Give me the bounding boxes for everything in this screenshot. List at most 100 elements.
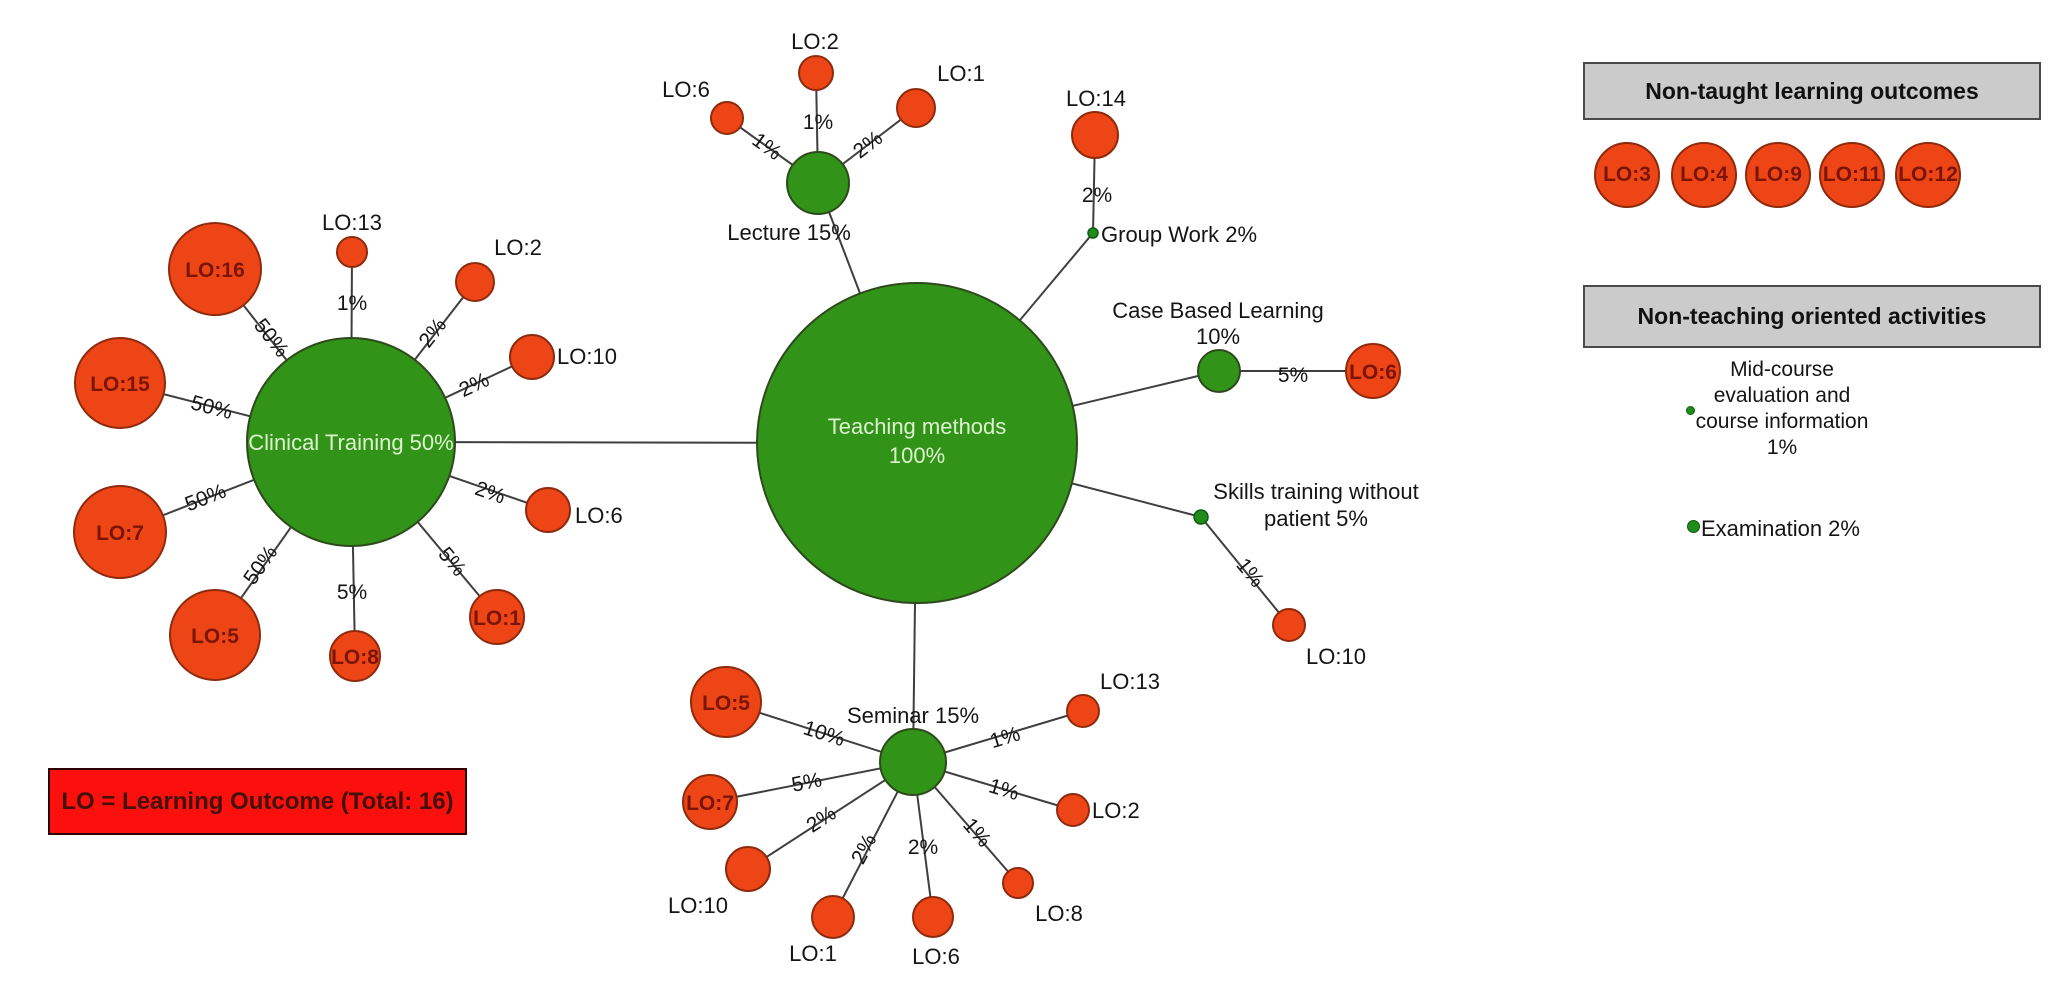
node-lo8c: [329, 630, 381, 682]
label-lo6cb: LO:6: [1349, 361, 1397, 384]
node-lo5s: [690, 666, 762, 738]
edge-label-skills-lo10sk: 1%: [1232, 554, 1269, 592]
label-lo6s: LO:6: [912, 944, 960, 969]
label-lo5c: LO:5: [191, 625, 239, 648]
node-lo6cb: [1345, 343, 1401, 399]
label-teaching: Teaching methods 100%: [828, 414, 1007, 468]
label-lo5s: LO:5: [702, 692, 750, 715]
node-cbl: [1197, 349, 1241, 393]
non-taught-circle-lo9: LO:9: [1745, 142, 1811, 208]
label-lo6c: LO:6: [575, 503, 623, 528]
label-cbl: Case Based Learning 10%: [1112, 298, 1324, 349]
node-lo6c: [525, 487, 571, 533]
non-taught-circle-lo11: LO:11: [1819, 142, 1885, 208]
mid-course-dot-icon: [1686, 406, 1695, 415]
mid-course-line-3: course information: [1695, 410, 1869, 433]
node-clinical: [246, 337, 456, 547]
edge-seminar-lo7s: [709, 761, 914, 803]
node-lo2l: [798, 55, 834, 91]
label-lo1s: LO:1: [789, 941, 837, 966]
label-lo7c: LO:7: [96, 522, 144, 545]
node-lo1l: [896, 88, 936, 128]
label-lo13s: LO:13: [1100, 669, 1160, 694]
node-lo7c: [73, 485, 167, 579]
mid-course-line-4: 1%: [1766, 436, 1798, 459]
panel-non-taught-title: Non-taught learning outcomes: [1645, 78, 1979, 104]
examination-dot-icon: [1687, 520, 1700, 533]
edge-label-groupwork-lo14: 2%: [1082, 184, 1112, 207]
edge-label-cbl-lo6cb: 5%: [1278, 364, 1308, 387]
edge-label-lecture-lo2l: 1%: [803, 111, 833, 134]
label-lo2c: LO:2: [494, 235, 542, 260]
label-lo1l: LO:1: [937, 61, 985, 86]
label-lo10sk: LO:10: [1306, 644, 1366, 669]
mid-course-line-2: evaluation and: [1713, 384, 1851, 407]
node-lecture: [786, 151, 850, 215]
label-lo15: LO:15: [90, 373, 150, 396]
node-lo16: [168, 222, 262, 316]
edge-label-seminar-lo7s: 5%: [790, 768, 824, 796]
mid-course-line-1: Mid-course: [1730, 358, 1834, 381]
node-lo6l: [710, 101, 744, 135]
label-lo2l: LO:2: [791, 29, 839, 54]
node-lo13s: [1066, 694, 1100, 728]
edge-label-seminar-lo10m: 2%: [802, 802, 840, 838]
node-seminar: [879, 728, 947, 796]
edge-label-clinical-lo10c: 2%: [456, 368, 493, 402]
edge-label-seminar-lo13s: 1%: [987, 722, 1023, 753]
edge-label-clinical-lo15: 50%: [188, 391, 234, 424]
node-lo7s: [682, 774, 738, 830]
node-groupwork: [1087, 227, 1099, 239]
node-lo13c: [336, 236, 368, 268]
node-lo2s: [1056, 793, 1090, 827]
label-clinical: Clinical Training 50%: [248, 430, 453, 455]
node-lo10c: [509, 334, 555, 380]
label-groupwork: Group Work 2%: [1101, 222, 1257, 247]
label-lo10c: LO:10: [557, 344, 617, 369]
edge-label-clinical-lo7c: 50%: [182, 480, 230, 517]
edge-label-lecture-lo6l: 1%: [748, 129, 786, 165]
non-taught-circle-lo12: LO:12: [1895, 142, 1961, 208]
node-lo6s: [912, 896, 954, 938]
label-lo13c: LO:13: [322, 210, 382, 235]
node-lo15: [74, 337, 166, 429]
edge-label-clinical-lo6c: 2%: [472, 477, 508, 509]
label-lo7s: LO:7: [686, 792, 734, 815]
node-lo14: [1071, 111, 1119, 159]
edge-label-lecture-lo1l: 2%: [849, 126, 887, 163]
label-lo8s: LO:8: [1035, 901, 1083, 926]
edge-label-seminar-lo5s: 10%: [800, 716, 847, 751]
edge-label-clinical-lo13c: 1%: [337, 292, 367, 315]
label-lo10m: LO:10: [668, 893, 728, 918]
edge-label-seminar-lo6s: 2%: [908, 836, 938, 859]
legend-box: LO = Learning Outcome (Total: 16): [48, 768, 467, 835]
panel-non-taught-outcomes: Non-taught learning outcomes: [1583, 62, 2041, 120]
node-lo10sk: [1272, 608, 1306, 642]
node-lo1c: [469, 589, 525, 645]
mid-course-item: Mid-course evaluation and course informa…: [1632, 357, 1932, 461]
label-skills: Skills training without patient 5%: [1213, 479, 1418, 531]
node-skills: [1193, 509, 1209, 525]
label-lo1c: LO:1: [473, 607, 521, 630]
edge-label-seminar-lo1s: 2%: [847, 830, 881, 868]
label-lo14: LO:14: [1066, 86, 1126, 111]
label-seminar: Seminar 15%: [847, 703, 979, 728]
label-lo6l: LO:6: [662, 77, 710, 102]
panel-non-teaching-activities: Non-teaching oriented activities: [1583, 285, 2041, 348]
node-lo2c: [455, 262, 495, 302]
label-lo8c: LO:8: [331, 646, 379, 669]
node-lo8s: [1002, 867, 1034, 899]
label-lo16: LO:16: [185, 259, 245, 282]
label-lecture: Lecture 15%: [727, 220, 851, 245]
edge-label-clinical-lo8c: 5%: [337, 581, 367, 604]
node-lo1s: [811, 895, 855, 939]
non-taught-circle-lo4: LO:4: [1671, 142, 1737, 208]
examination-item: Examination 2%: [1701, 516, 1860, 541]
node-lo10m: [725, 846, 771, 892]
panel-non-teaching-title: Non-teaching oriented activities: [1637, 303, 1987, 329]
label-lo2s: LO:2: [1092, 798, 1140, 823]
node-teaching: [756, 282, 1078, 604]
non-taught-circle-lo3: LO:3: [1594, 142, 1660, 208]
